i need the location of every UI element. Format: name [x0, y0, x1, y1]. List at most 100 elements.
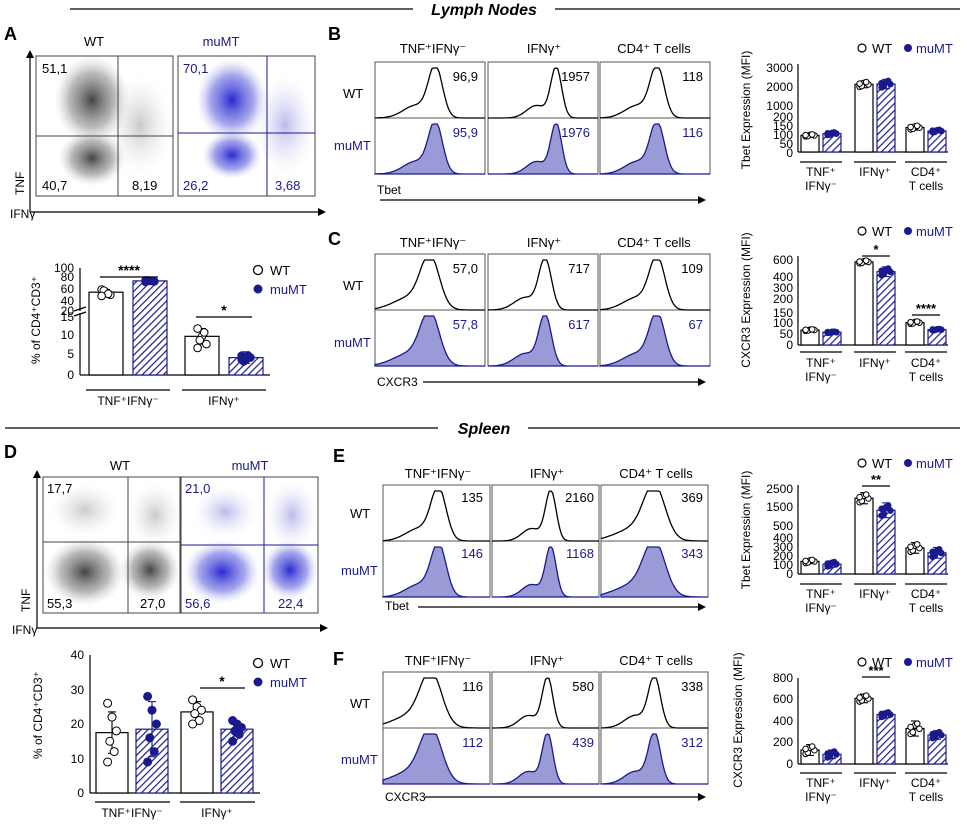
mfi-value: 146 — [461, 546, 483, 561]
legend-marker-mumt — [904, 459, 912, 467]
significance-label: * — [221, 302, 227, 318]
category-label: T cells — [909, 601, 943, 615]
quadrant-value: 27,0 — [140, 596, 165, 611]
legend-marker-wt — [857, 226, 867, 236]
data-point-mumt — [147, 705, 157, 715]
category-labels: TNF⁺ IFNγ⁻ IFNγ⁺ CD4⁺ T cells — [800, 161, 947, 193]
category-label: TNF⁺ — [806, 776, 836, 790]
bar-mumt — [876, 509, 896, 575]
data-point-wt — [913, 122, 921, 130]
histograms-c: TNF⁺IFNγ⁻ IFNγ⁺ CD4⁺ T cells WT muMT 57,… — [334, 235, 711, 389]
mfi-value: 116 — [462, 679, 483, 694]
category-label: IFNγ⁻ — [805, 179, 837, 193]
hist-curves — [382, 677, 708, 785]
y-ticks: 3000 2000 1000 200 150 100 50 0 — [766, 61, 793, 160]
flow-title: WT — [110, 458, 130, 473]
flow-axes-a: IFNγ TNF — [10, 50, 326, 221]
histogram-curve-mumt — [600, 546, 708, 598]
category-label: TNF⁺ — [806, 356, 836, 370]
hist-title: IFNγ⁺ — [530, 653, 564, 668]
mfi-value: 1168 — [566, 546, 594, 561]
data-point-mumt — [884, 502, 892, 509]
bar-wt — [854, 697, 874, 765]
bar-marks — [88, 276, 264, 376]
x-axis-label: IFNγ — [10, 207, 35, 221]
data-point-wt — [856, 80, 863, 87]
legend-marker-wt — [252, 264, 264, 276]
data-point-mumt — [237, 355, 246, 364]
sample-label-mumt: muMT — [341, 563, 378, 578]
tick-label: 40 — [71, 648, 85, 662]
tick-label: 300 — [773, 540, 793, 554]
data-point-wt — [107, 712, 117, 722]
histogram-curve-mumt — [599, 315, 710, 367]
density-blob — [120, 540, 180, 600]
tick-label: 10 — [61, 328, 75, 342]
x-axis-label: IFNγ — [12, 623, 37, 637]
hist-title: TNF⁺IFNγ⁻ — [405, 466, 471, 481]
hist-title: CD4⁺ T cells — [617, 41, 691, 56]
tick-label: 50 — [780, 137, 794, 151]
data-point-mumt — [929, 548, 936, 556]
density-blob — [184, 540, 260, 604]
tick-label: 1000 — [766, 99, 793, 113]
data-point-wt — [802, 131, 809, 139]
quadrant-value: 56,6 — [185, 596, 210, 611]
arrowhead — [698, 603, 706, 611]
histogram-curve-mumt — [374, 123, 485, 175]
legend-label-mumt: muMT — [916, 224, 953, 239]
mfi-bar-chart-c: WT muMT CXCR3 Expression (MFI) 600 400 3… — [739, 224, 953, 384]
mfi-value: 1957 — [561, 69, 590, 84]
data-point-mumt — [830, 129, 838, 136]
data-point-wt — [802, 557, 809, 565]
data-point-mumt — [935, 546, 943, 553]
group-label: IFNγ⁺ — [208, 394, 240, 408]
data-point-mumt — [824, 129, 831, 137]
data-point-wt — [862, 257, 870, 264]
data-point-wt — [808, 743, 816, 750]
mfi-value: 109 — [681, 261, 703, 276]
flow-plot-d-wt: WT 17,7 55,3 27,0 — [42, 458, 181, 614]
flow-plot-a-wt: WT 51,1 40,7 8,19 — [35, 34, 174, 197]
flow-plot-d-mumt: muMT 21,0 56,6 22,4 — [180, 458, 319, 614]
legend-marker-mumt — [253, 284, 263, 294]
histograms-e: TNF⁺IFNγ⁻ IFNγ⁺ CD4⁺ T cells WT muMT 135… — [341, 466, 709, 613]
y-ticks: 40 30 20 10 0 — [71, 648, 85, 800]
flow-title: muMT — [203, 34, 240, 49]
tick-label: 1500 — [766, 500, 793, 514]
data-point-wt — [913, 318, 921, 325]
legend-label-mumt: muMT — [916, 41, 953, 56]
data-point-wt — [111, 726, 121, 736]
category-label: CD4⁺ — [911, 776, 941, 790]
tick-label: 0 — [786, 567, 793, 581]
mfi-value: 95,9 — [453, 125, 478, 140]
quadrant-value: 40,7 — [42, 178, 67, 193]
panel-letter-a: A — [4, 24, 17, 44]
tick-label: 15 — [61, 310, 75, 324]
mfi-value: 1976 — [561, 125, 590, 140]
tick-label: 600 — [773, 692, 793, 706]
data-point-wt — [907, 318, 914, 326]
category-labels: TNF⁺ IFNγ⁻ IFNγ⁺ CD4⁺ T cells — [800, 583, 947, 615]
data-point-wt — [907, 123, 914, 131]
tick-label: 100 — [54, 261, 74, 275]
density-blob — [58, 130, 126, 186]
quadrant-value: 70,1 — [183, 61, 208, 76]
histogram-curve-mumt — [599, 123, 710, 175]
density-blob — [196, 58, 268, 142]
legend-marker-wt — [857, 43, 867, 53]
mfi-value: 67 — [689, 317, 703, 332]
category-labels: TNF⁺ IFNγ⁻ IFNγ⁺ CD4⁺ T cells — [800, 772, 947, 804]
legend-marker-mumt — [253, 677, 263, 687]
data-point-wt — [103, 698, 113, 708]
data-point-mumt — [884, 709, 892, 716]
data-point-wt — [802, 326, 809, 334]
histogram-curve-mumt — [382, 546, 490, 598]
quadrant-value: 21,0 — [185, 481, 210, 496]
significance-label: ** — [871, 472, 882, 487]
data-point-mumt — [234, 729, 244, 739]
quadrant-value: 3,68 — [275, 178, 300, 193]
data-point-mumt — [141, 277, 150, 287]
marker-label: Tbet — [377, 183, 402, 197]
histogram-curve-wt — [600, 490, 708, 542]
